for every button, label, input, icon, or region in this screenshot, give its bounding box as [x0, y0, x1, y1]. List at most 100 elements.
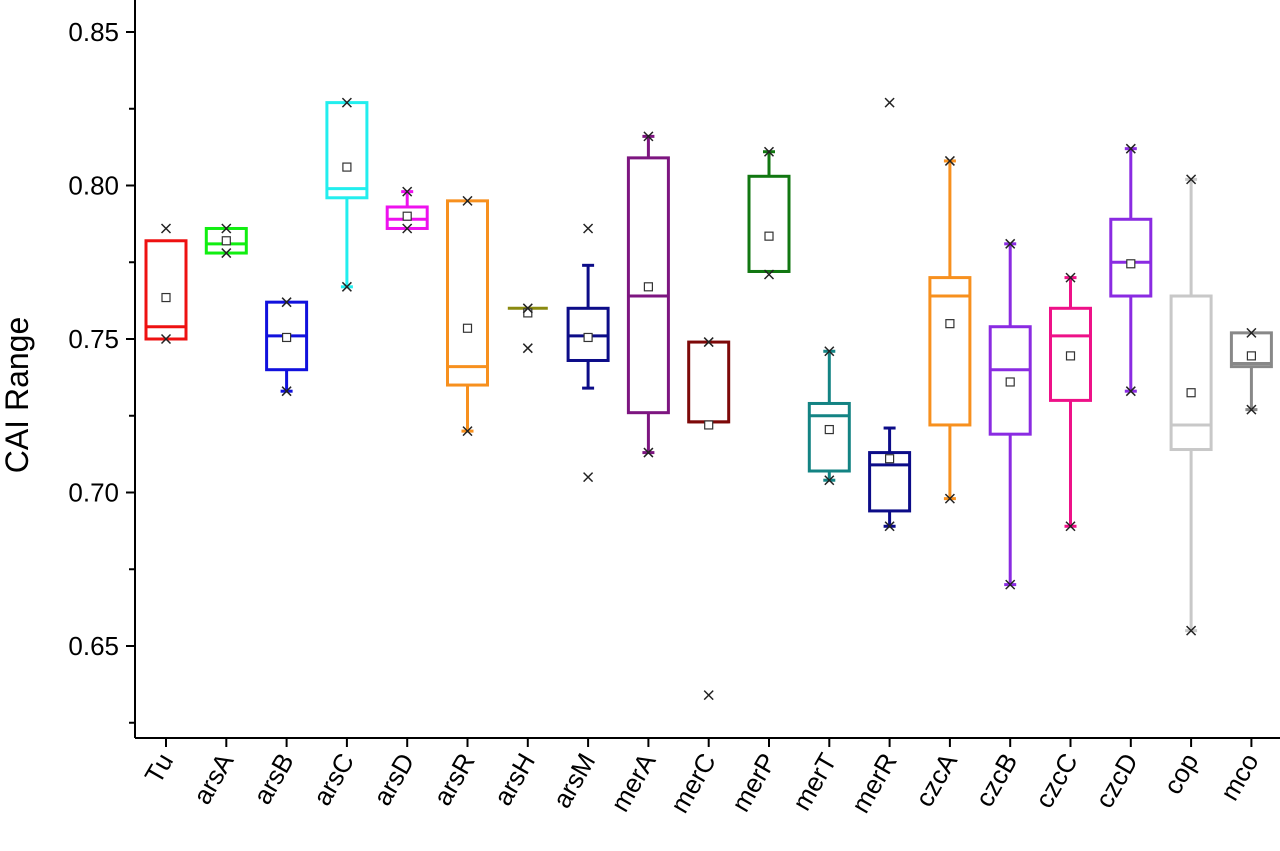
cross-stroke: [1005, 579, 1016, 590]
cross-stroke: [281, 386, 292, 397]
min-marker: [824, 475, 835, 486]
min-marker: [643, 447, 654, 458]
y-tick-label: 0.80: [68, 171, 119, 201]
x-tick-label: czcA: [909, 747, 963, 811]
box-iqr: [626, 156, 670, 415]
max-marker: [402, 186, 413, 197]
cross-stroke: [1246, 404, 1257, 415]
max-marker: [462, 195, 473, 206]
cross-stroke: [643, 131, 654, 142]
box-iqr: [807, 401, 851, 473]
cross-stroke: [824, 475, 835, 486]
box-iqr: [868, 451, 912, 513]
cross-stroke: [221, 248, 232, 259]
box-merT: [807, 346, 851, 486]
box-arsA: [204, 223, 248, 259]
box-iqr: [747, 174, 791, 273]
cross-stroke: [522, 303, 533, 314]
max-marker: [944, 155, 955, 166]
min-marker: [703, 690, 714, 701]
box-merR: [868, 97, 912, 532]
box-iqr: [928, 276, 972, 427]
cross-stroke: [763, 146, 775, 157]
box-iqr: [1049, 306, 1092, 402]
min-marker: [462, 426, 473, 437]
box-iqr: [1169, 294, 1213, 452]
y-tick-label: 0.75: [68, 324, 119, 354]
min-marker: [1186, 625, 1197, 636]
box-merP: [747, 146, 791, 280]
x-tick-label: czcD: [1089, 748, 1144, 813]
max-marker: [1186, 174, 1197, 185]
cross-stroke: [160, 333, 172, 345]
cross-stroke: [341, 281, 352, 292]
box-cop: [1169, 174, 1213, 636]
box-merA: [626, 131, 670, 458]
mean-marker: [945, 319, 955, 329]
mean-marker: [884, 454, 895, 464]
max-marker: [221, 223, 232, 234]
min-marker: [341, 281, 352, 292]
mean-marker: [1065, 351, 1076, 361]
box-mco: [1229, 327, 1273, 415]
y-axis: 0.65 0.70 0.75 0.80 0.85: [68, 0, 136, 738]
min-marker: [763, 269, 775, 280]
x-tick-label: arsA: [187, 747, 240, 809]
cross-stroke: [1065, 272, 1076, 283]
cross-stroke: [1125, 386, 1136, 397]
box-iqr: [1229, 331, 1273, 369]
mean-marker: [1246, 351, 1257, 361]
box-merC: [687, 337, 731, 701]
x-tick-label: arsD: [367, 748, 420, 811]
x-tick-label: mco: [1214, 748, 1265, 806]
mean-marker: [282, 332, 292, 343]
x-tick-label: arsR: [427, 748, 480, 811]
cross-stroke: [1246, 327, 1257, 338]
box-arsC: [325, 97, 369, 292]
y-tick-label: 0.85: [68, 17, 119, 47]
max-marker: [522, 303, 533, 314]
cross-stroke: [884, 521, 895, 532]
cross-stroke: [1186, 625, 1197, 636]
box-iqr: [446, 199, 489, 387]
min-marker: [160, 333, 172, 345]
mean-marker: [824, 424, 834, 435]
x-tick-label: cop: [1157, 748, 1204, 799]
cross-stroke: [944, 155, 955, 166]
cross-stroke: [944, 493, 955, 504]
box-Tu: [144, 223, 188, 345]
cross-stroke: [1186, 174, 1197, 185]
cross-stroke: [341, 97, 352, 108]
mean-marker: [161, 292, 171, 303]
x-tick-label: arsC: [307, 748, 360, 811]
min-marker: [583, 472, 594, 483]
box-iqr: [1109, 217, 1153, 298]
cross-stroke: [402, 186, 413, 197]
y-axis-label: CAI Range: [0, 317, 35, 474]
mean-marker: [342, 162, 352, 172]
max-marker: [341, 97, 352, 108]
cross-stroke: [1125, 143, 1136, 154]
cross-stroke: [884, 97, 895, 108]
box-arsM: [566, 223, 610, 483]
min-marker: [884, 521, 895, 532]
max-marker: [884, 97, 895, 108]
box-czcD: [1109, 143, 1153, 397]
x-tick-label: arsH: [488, 748, 541, 811]
mean-marker: [221, 236, 231, 246]
plot-area: [144, 97, 1273, 701]
cross-stroke: [583, 472, 594, 483]
box-iqr: [325, 101, 369, 200]
x-tick-label: merC: [664, 748, 722, 818]
min-marker: [522, 343, 533, 354]
max-marker: [1125, 143, 1136, 154]
box-iqr: [566, 306, 610, 362]
box-czcC: [1049, 272, 1092, 532]
y-tick-label: 0.65: [68, 631, 119, 661]
x-tick-label: merT: [786, 748, 842, 816]
cross-stroke: [763, 269, 775, 280]
x-tick-label: arsM: [546, 748, 601, 813]
max-marker: [1005, 238, 1016, 249]
x-axis: Tu arsA arsB arsC arsD arsR arsH arsM merA merC me…: [135, 737, 1280, 818]
